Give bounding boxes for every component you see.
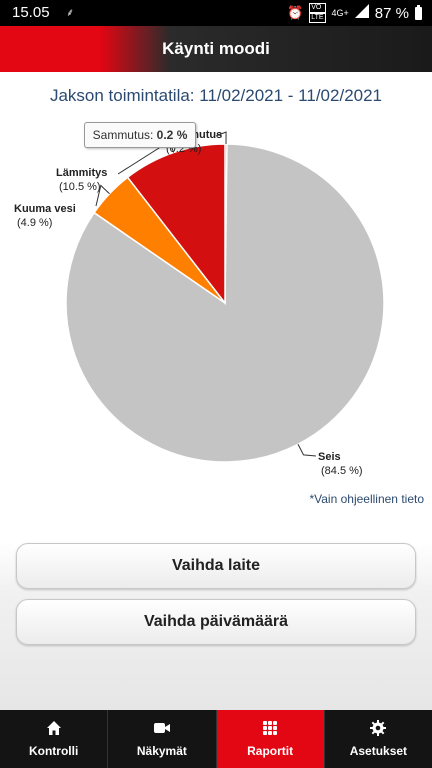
network-type: 4G+ [331,8,349,18]
slice-name-kuuma-vesi: Kuuma vesi [14,203,76,215]
slice-value-kuuma-vesi: (4.9 %) [17,217,53,229]
label-lammitys: Lämmitys (10.5 %) [56,166,107,194]
change-device-button[interactable]: Vaihda laite [16,543,416,589]
notification-icon: ⸙ [66,7,75,19]
tooltip-label: Sammutus: [92,128,154,142]
slice-value-seis: (84.5 %) [321,465,363,477]
tooltip-value: 0.2 % [156,128,188,142]
tab-kontrolli[interactable]: Kontrolli [0,710,109,768]
label-kuuma-vesi: Kuuma vesi (4.9 %) [14,202,76,230]
volte-badge: VO LTE [309,3,326,23]
tab-label: Näkymät [136,744,187,758]
disclaimer-note: *Vain ohjeellinen tieto [309,492,424,506]
page-title: Käynti moodi [0,26,432,72]
alarm-icon: ⏰ [287,5,304,20]
status-time: 15.05 [12,4,50,21]
tab-label: Asetukset [349,744,408,758]
grid-icon [217,720,324,736]
connector-line [297,444,317,457]
tab-nakymat[interactable]: Näkymät [108,710,217,768]
tab-raportit[interactable]: Raportit [216,710,325,768]
home-icon [0,720,107,736]
report-content: Jakson toimintatila: 11/02/2021 - 11/02/… [0,72,432,710]
slice-value-lammitys: (10.5 %) [59,181,101,193]
tab-label: Raportit [247,744,294,758]
tab-asetukset[interactable]: Asetukset [325,710,432,768]
pie-slice-lammitys[interactable] [126,143,226,306]
bottom-tab-bar: Kontrolli Näkymät Raportit [0,710,432,768]
slice-name-lammitys: Lämmitys [56,167,108,179]
mode-pie-chart [65,131,385,463]
tab-label: Kontrolli [28,744,79,758]
label-seis: Seis (84.5 %) [318,450,363,478]
connector-line [95,184,110,207]
connector-line [215,131,227,145]
period-title: Jakson toimintatila: 11/02/2021 - 11/02/… [49,86,383,105]
battery-level: 87 % [374,4,409,22]
signal-icon [354,4,369,22]
battery-icon [415,4,422,20]
video-camera-icon [108,720,215,736]
chart-tooltip: Sammutus: 0.2 % [84,122,196,148]
status-bar: 15.05 ⸙ ⏰ VO LTE 4G+ 87 % [0,0,432,26]
change-date-button[interactable]: Vaihda päivämäärä [16,599,416,645]
gear-icon [325,720,432,736]
slice-name-seis: Seis [318,451,341,463]
